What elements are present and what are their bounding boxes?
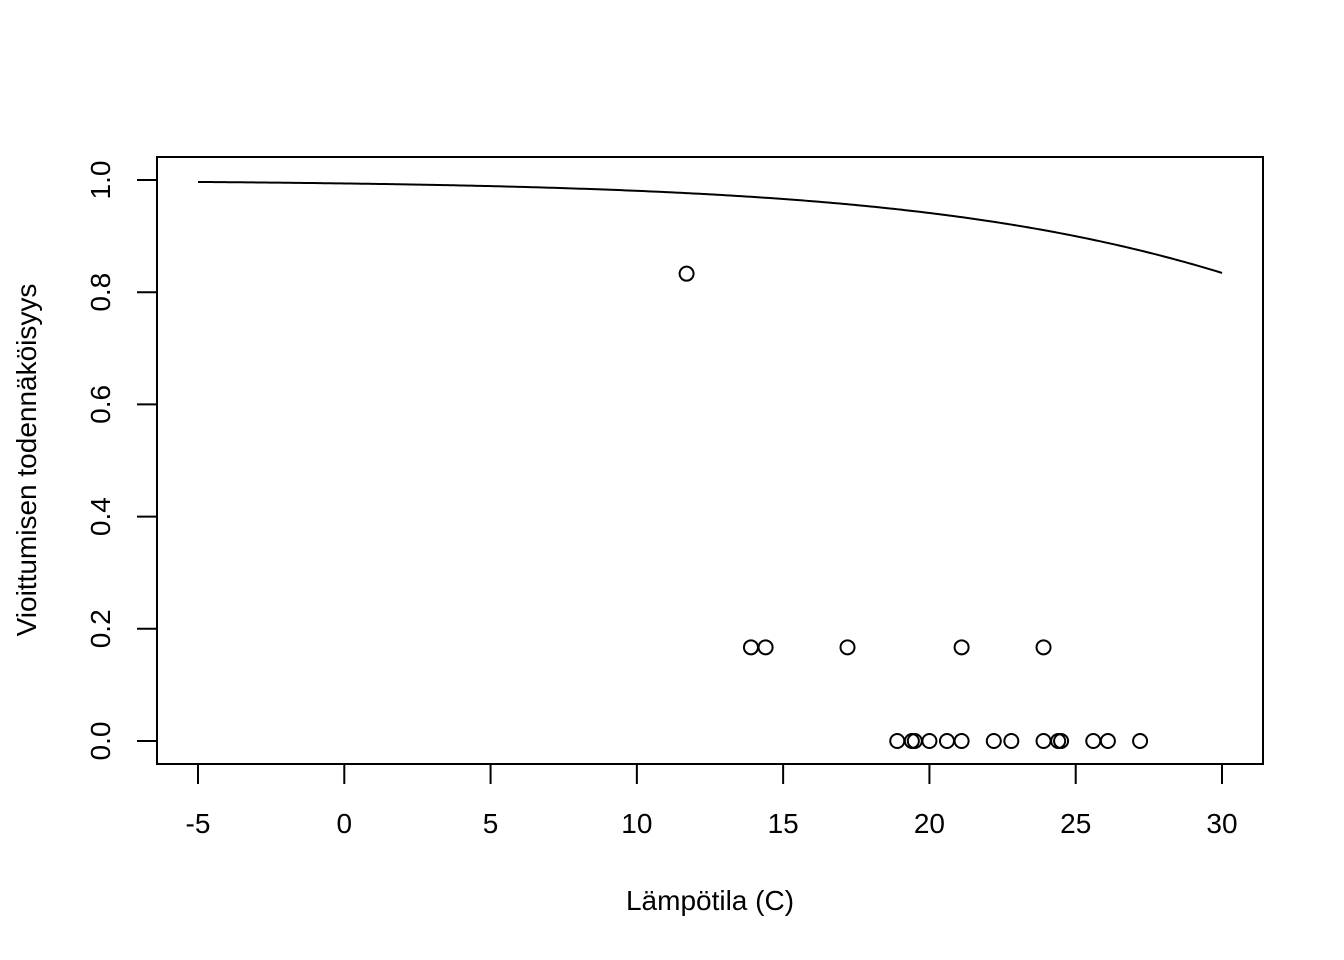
y-axis-title: Vioittumisen todennäköisyys	[11, 284, 42, 637]
data-point	[985, 733, 1002, 749]
y-axis: 0.0 0.2 0.4 0.6 0.8 1.0	[85, 161, 158, 761]
y-tick-label: 0.8	[85, 273, 116, 312]
curve-layer	[197, 180, 1223, 274]
x-axis-title: Lämpötila (C)	[626, 885, 794, 916]
x-tick-label: 20	[914, 808, 945, 839]
data-point	[1035, 639, 1052, 656]
x-axis: -5 0 5 10 15 20 25 30	[186, 763, 1238, 839]
data-point	[938, 733, 955, 749]
y-tick-label: 0.0	[85, 722, 116, 761]
x-tick-label: 0	[336, 808, 352, 839]
data-point	[742, 639, 759, 656]
fitted-curve	[197, 180, 1223, 274]
data-point	[678, 265, 695, 282]
data-point	[921, 733, 938, 749]
x-tick-label: 15	[768, 808, 799, 839]
data-point	[757, 639, 774, 656]
y-tick-label: 0.4	[85, 497, 116, 536]
y-tick-label: 0.6	[85, 385, 116, 424]
y-tick-label: 0.2	[85, 609, 116, 648]
data-point	[839, 639, 856, 656]
data-point	[1099, 733, 1116, 749]
data-point	[1035, 733, 1052, 749]
plot-frame	[156, 156, 1264, 765]
data-point	[953, 639, 970, 656]
data-point	[1053, 733, 1070, 749]
data-point	[953, 733, 970, 749]
x-tick-label: -5	[186, 808, 211, 839]
points-layer	[678, 265, 1149, 749]
data-point	[1003, 733, 1020, 749]
x-tick-label: 10	[621, 808, 652, 839]
x-tick-label: 5	[483, 808, 499, 839]
data-point	[1132, 733, 1149, 749]
data-point	[1085, 733, 1102, 749]
y-tick-label: 1.0	[85, 161, 116, 200]
x-tick-label: 25	[1060, 808, 1091, 839]
x-tick-label: 30	[1206, 808, 1237, 839]
data-point	[889, 733, 906, 749]
